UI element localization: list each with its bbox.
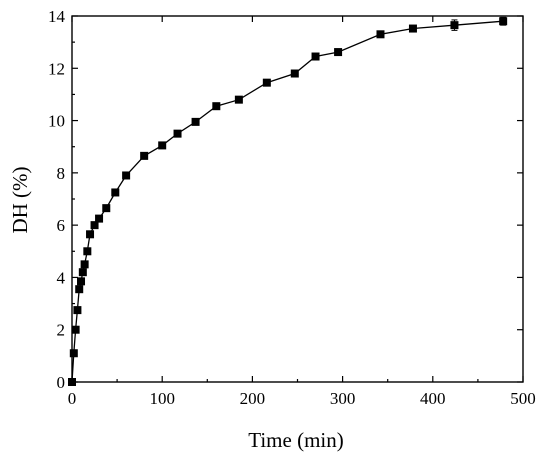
data-point: [95, 214, 104, 223]
data-point: [173, 129, 182, 138]
data-point: [78, 268, 87, 277]
x-tick-label: 0: [68, 389, 77, 408]
data-series: [68, 16, 508, 386]
data-point: [376, 30, 385, 39]
data-point: [86, 230, 95, 239]
x-axis-ticks: 0 100 200 300 400 500: [68, 16, 536, 408]
data-point: [158, 141, 167, 150]
data-point: [75, 285, 84, 294]
data-point: [71, 325, 80, 334]
y-tick-label: 0: [57, 373, 66, 392]
y-tick-label: 12: [48, 59, 65, 78]
data-point: [73, 306, 82, 315]
series-line: [71, 20, 504, 383]
x-axis-title: Time (min): [248, 428, 343, 452]
data-point: [83, 247, 92, 256]
data-point: [90, 221, 99, 230]
y-tick-label: 10: [48, 112, 65, 131]
data-point: [140, 151, 149, 160]
y-axis-title: DH (%): [8, 166, 32, 233]
data-point: [77, 277, 86, 286]
data-point: [68, 378, 76, 386]
y-tick-label: 4: [57, 268, 66, 287]
data-point: [69, 349, 78, 358]
x-tick-label: 400: [420, 389, 446, 408]
data-point: [111, 188, 120, 197]
data-point: [499, 17, 508, 26]
y-axis-ticks: 0 2 4 6 8 10 12 14: [48, 7, 523, 392]
data-point: [80, 260, 89, 269]
data-point: [122, 171, 131, 180]
data-point: [234, 95, 243, 104]
data-point: [262, 78, 271, 87]
data-point: [311, 52, 320, 61]
x-tick-label: 500: [510, 389, 536, 408]
data-point: [334, 48, 343, 57]
y-tick-label: 14: [48, 7, 66, 26]
data-point: [290, 69, 299, 78]
data-point: [191, 117, 200, 126]
x-tick-label: 300: [330, 389, 356, 408]
y-tick-label: 2: [57, 321, 66, 340]
x-tick-label: 200: [240, 389, 266, 408]
y-tick-label: 8: [57, 164, 66, 183]
y-tick-label: 6: [57, 216, 66, 235]
data-point: [408, 24, 417, 33]
x-tick-label: 100: [149, 389, 175, 408]
data-point: [102, 204, 111, 213]
data-point: [212, 102, 221, 111]
data-point: [450, 21, 459, 30]
